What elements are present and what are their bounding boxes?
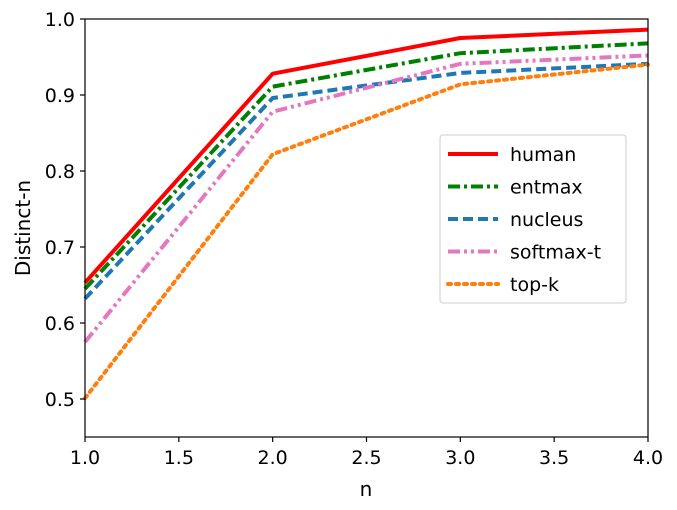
legend-label-entmax: entmax xyxy=(510,177,583,199)
x-axis-label: n xyxy=(360,477,373,501)
y-axis-label: Distinct-n xyxy=(11,180,35,276)
y-tick-label: 0.6 xyxy=(45,313,75,335)
legend-label-nucleus: nucleus xyxy=(510,209,583,231)
y-tick-label: 0.7 xyxy=(45,237,75,259)
x-tick-label: 3.5 xyxy=(539,447,569,469)
legend-label-top-k: top-k xyxy=(510,274,559,296)
axes-layer: 1.0 1.5 2.0 2.5 3.0 3.5 4.0 0.5 0.6 0.7 0.8 0.9 1.0 xyxy=(45,9,663,469)
series-line-softmax-t xyxy=(83,53,649,344)
x-tick-label: 2.0 xyxy=(258,447,288,469)
series-line-human xyxy=(83,27,649,285)
series-line-entmax xyxy=(83,41,649,291)
x-tick-label: 2.5 xyxy=(351,447,381,469)
legend-label-softmax-t: softmax-t xyxy=(510,242,601,264)
series-line-nucleus xyxy=(83,61,649,301)
x-tick-label: 3.0 xyxy=(445,447,475,469)
legend: human entmax nucleus softmax-t top-k xyxy=(439,134,627,304)
y-tick-label: 0.9 xyxy=(45,85,75,107)
y-tick-label: 0.5 xyxy=(45,389,75,411)
series-line-top-k xyxy=(83,62,650,401)
x-tick-label: 1.0 xyxy=(70,447,100,469)
y-tick-label: 0.8 xyxy=(45,161,75,183)
legend-label-human: human xyxy=(510,144,576,166)
x-tick-label: 4.0 xyxy=(633,447,663,469)
series-layer xyxy=(83,27,650,401)
y-tick-label: 1.0 xyxy=(45,9,75,31)
legend-box xyxy=(439,134,627,304)
x-tick-label: 1.5 xyxy=(164,447,194,469)
